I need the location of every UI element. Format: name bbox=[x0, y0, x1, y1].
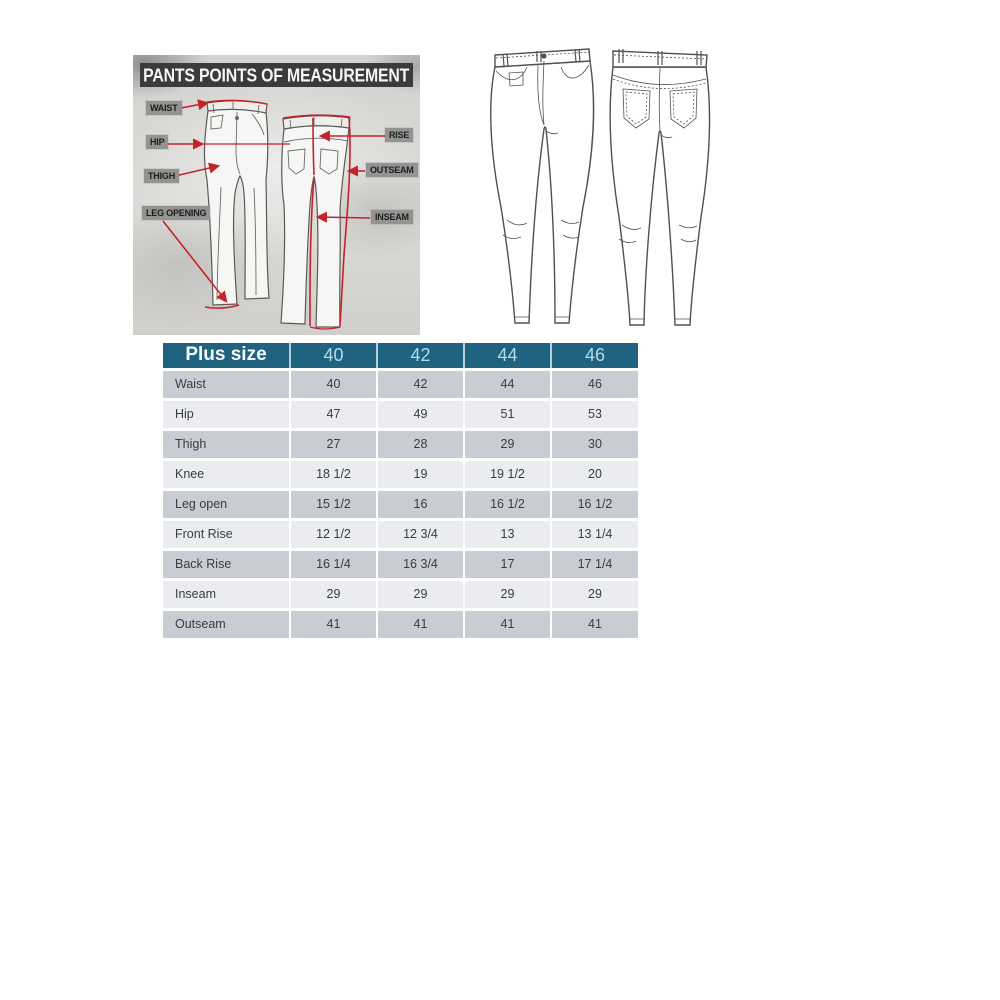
cell-value: 28 bbox=[377, 429, 465, 461]
cell-value: 46 bbox=[551, 369, 638, 401]
table-row-outseam: Outseam 41 41 41 41 bbox=[163, 609, 638, 641]
cell-value: 16 1/4 bbox=[290, 549, 378, 581]
diagram-title-bar: PANTS POINTS OF MEASUREMENT bbox=[140, 63, 413, 87]
cell-value: 16 1/2 bbox=[464, 489, 552, 521]
jeans-back-details bbox=[612, 49, 707, 320]
table-row-hip: Hip 47 49 51 53 bbox=[163, 399, 638, 431]
row-label: Inseam bbox=[163, 579, 291, 611]
cell-value: 29 bbox=[551, 579, 638, 611]
cell-value: 42 bbox=[377, 369, 465, 401]
front-pants-details bbox=[210, 102, 265, 301]
thigh-label: THIGH bbox=[144, 169, 179, 183]
cell-value: 49 bbox=[377, 399, 465, 431]
table-header-row: Plus size 40 42 44 46 bbox=[163, 343, 638, 371]
cell-value: 53 bbox=[551, 399, 638, 431]
cell-value: 27 bbox=[290, 429, 378, 461]
back-pants-details bbox=[283, 117, 349, 175]
inseam-label: INSEAM bbox=[371, 210, 413, 224]
jeans-front-details bbox=[495, 49, 590, 318]
cell-value: 13 1/4 bbox=[551, 519, 638, 551]
row-label: Hip bbox=[163, 399, 291, 431]
plus-size-header: Plus size bbox=[163, 343, 291, 371]
cell-value: 41 bbox=[290, 609, 378, 641]
row-label: Waist bbox=[163, 369, 291, 401]
cell-value: 20 bbox=[551, 459, 638, 491]
size-column-header-42: 42 bbox=[377, 343, 465, 371]
cell-value: 41 bbox=[377, 609, 465, 641]
leg-opening-label: LEG OPENING bbox=[142, 206, 211, 220]
cell-value: 29 bbox=[464, 579, 552, 611]
row-label: Outseam bbox=[163, 609, 291, 641]
size-column-header-46: 46 bbox=[551, 343, 638, 371]
cell-value: 16 1/2 bbox=[551, 489, 638, 521]
size-column-header-40: 40 bbox=[290, 343, 378, 371]
outseam-label: OUTSEAM bbox=[366, 163, 418, 177]
size-chart-table: Plus size 40 42 44 46 Waist 40 42 44 46 … bbox=[163, 343, 638, 641]
diagram-title: PANTS POINTS OF MEASUREMENT bbox=[143, 63, 410, 85]
size-column-header-44: 44 bbox=[464, 343, 552, 371]
cell-value: 41 bbox=[551, 609, 638, 641]
cell-value: 12 1/2 bbox=[290, 519, 378, 551]
cell-value: 29 bbox=[290, 579, 378, 611]
cell-value: 18 1/2 bbox=[290, 459, 378, 491]
cell-value: 16 bbox=[377, 489, 465, 521]
cell-value: 47 bbox=[290, 399, 378, 431]
cell-value: 51 bbox=[464, 399, 552, 431]
jeans-flat-sketches bbox=[467, 35, 735, 335]
pants-measurement-diagram: PANTS POINTS OF MEASUREMENT WAIST HIP TH… bbox=[133, 55, 420, 335]
cell-value: 15 1/2 bbox=[290, 489, 378, 521]
cell-value: 41 bbox=[464, 609, 552, 641]
row-label: Front Rise bbox=[163, 519, 291, 551]
table-row-knee: Knee 18 1/2 19 19 1/2 20 bbox=[163, 459, 638, 491]
cell-value: 12 3/4 bbox=[377, 519, 465, 551]
table-row-thigh: Thigh 27 28 29 30 bbox=[163, 429, 638, 461]
table-row-inseam: Inseam 29 29 29 29 bbox=[163, 579, 638, 611]
cell-value: 17 bbox=[464, 549, 552, 581]
cell-value: 17 1/4 bbox=[551, 549, 638, 581]
jeans-back-sketch bbox=[609, 50, 711, 326]
table-row-leg-open: Leg open 15 1/2 16 16 1/2 16 1/2 bbox=[163, 489, 638, 521]
rise-label: RISE bbox=[385, 128, 414, 142]
cell-value: 19 1/2 bbox=[464, 459, 552, 491]
cell-value: 29 bbox=[377, 579, 465, 611]
cell-value: 16 3/4 bbox=[377, 549, 465, 581]
front-pants-outline bbox=[203, 100, 270, 306]
cell-value: 13 bbox=[464, 519, 552, 551]
table-row-front-rise: Front Rise 12 1/2 12 3/4 13 13 1/4 bbox=[163, 519, 638, 551]
row-label: Back Rise bbox=[163, 549, 291, 581]
cell-value: 29 bbox=[464, 429, 552, 461]
jeans-flats-svg bbox=[490, 48, 711, 326]
cell-value: 44 bbox=[464, 369, 552, 401]
row-label: Knee bbox=[163, 459, 291, 491]
cell-value: 19 bbox=[377, 459, 465, 491]
row-label: Leg open bbox=[163, 489, 291, 521]
hip-label: HIP bbox=[146, 135, 169, 149]
row-label: Thigh bbox=[163, 429, 291, 461]
measurement-lines bbox=[162, 99, 385, 330]
table-row-back-rise: Back Rise 16 1/4 16 3/4 17 17 1/4 bbox=[163, 549, 638, 581]
waist-label: WAIST bbox=[146, 101, 182, 115]
pants-measurement-sketch bbox=[162, 99, 385, 330]
back-pants-outline bbox=[280, 115, 351, 328]
cell-value: 40 bbox=[290, 369, 378, 401]
cell-value: 30 bbox=[551, 429, 638, 461]
table-row-waist: Waist 40 42 44 46 bbox=[163, 369, 638, 401]
jeans-front-sketch bbox=[490, 48, 595, 324]
